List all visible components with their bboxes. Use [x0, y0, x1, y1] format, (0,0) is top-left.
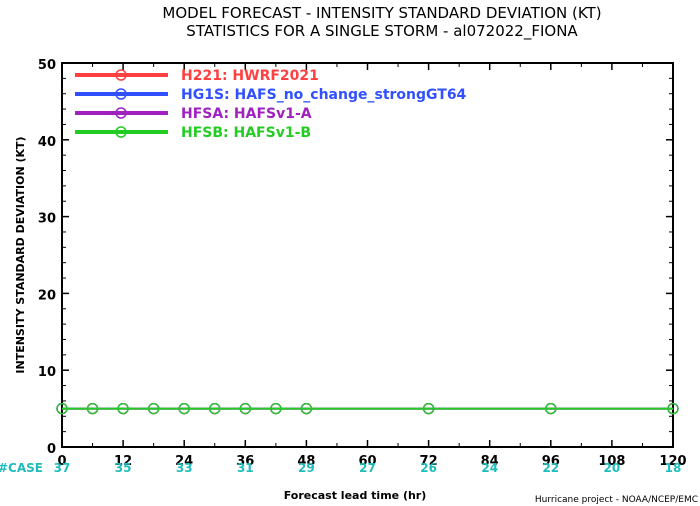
data-point: [178, 402, 190, 415]
y-tick-label: 10: [38, 365, 56, 380]
data-point: [422, 402, 435, 415]
x-tick-label: 12: [114, 454, 132, 469]
case-count: 33: [176, 461, 193, 475]
x-tick-label: 108: [598, 454, 625, 469]
legend-label: HG1S: HAFS_no_change_strongGT64: [181, 87, 467, 103]
legend-marker: [115, 69, 127, 81]
x-axis-label: Forecast lead time (hr): [284, 489, 427, 502]
x-tick-label: 120: [659, 454, 686, 469]
x-tick-label: 24: [175, 454, 193, 469]
legend-label: HFSB: HAFSv1-B: [181, 125, 311, 141]
case-label: #CASE: [0, 461, 43, 475]
case-count: 22: [542, 461, 559, 475]
x-tick-label: 36: [236, 454, 254, 469]
data-point: [86, 402, 99, 415]
chart-subtitle: STATISTICS FOR A SINGLE STORM - al072022…: [186, 22, 578, 41]
data-point: [545, 402, 557, 415]
credit: Hurricane project - NOAA/NCEP/EMC: [535, 495, 698, 505]
legend-marker: [115, 107, 127, 119]
series-lines: [56, 402, 679, 415]
legend-marker: [115, 126, 127, 138]
legend-marker: [115, 88, 127, 100]
data-point: [270, 402, 282, 415]
x-tick-label: 72: [420, 454, 438, 469]
y-tick-label: 0: [47, 442, 56, 457]
case-count: 27: [359, 461, 376, 475]
data-point: [300, 402, 313, 415]
y-tick-label: 20: [38, 288, 56, 303]
x-tick-label: 48: [297, 454, 315, 469]
x-tick-label: 60: [358, 454, 376, 469]
case-count: 35: [115, 461, 132, 475]
plot-frame: [61, 62, 674, 448]
case-count: 18: [665, 461, 682, 475]
legend-label: HFSA: HAFSv1-A: [181, 106, 312, 122]
data-point: [209, 402, 221, 415]
x-tick-label: 84: [481, 454, 499, 469]
y-axis-label: INTENSITY STANDARD DEVIATION (KT): [14, 136, 27, 373]
y-tick-label: 40: [38, 135, 56, 150]
legend: H221: HWRF2021 HG1S: HAFS_no_change_stron…: [75, 68, 467, 141]
data-point: [667, 402, 679, 415]
case-count: 24: [481, 461, 498, 475]
data-point: [239, 402, 251, 415]
case-count: 29: [298, 461, 315, 475]
data-point: [147, 402, 160, 415]
data-point: [56, 402, 68, 415]
y-tick-label: 30: [38, 212, 56, 227]
legend-label: H221: HWRF2021: [181, 68, 319, 84]
case-count: 26: [420, 461, 437, 475]
case-count: 31: [237, 461, 254, 475]
x-tick-label: 0: [57, 454, 66, 469]
case-count: 20: [604, 461, 621, 475]
axes: 0 12 24 36 48 60 72 84 96 108 120 0 10 20 30 40 50 37 35 33…: [38, 58, 687, 475]
chart-title: MODEL FORECAST - INTENSITY STANDARD DEVI…: [162, 4, 601, 22]
y-tick-label: 50: [38, 58, 56, 73]
case-count: 37: [54, 461, 71, 475]
x-tick-label: 96: [542, 454, 560, 469]
data-point: [117, 402, 129, 415]
